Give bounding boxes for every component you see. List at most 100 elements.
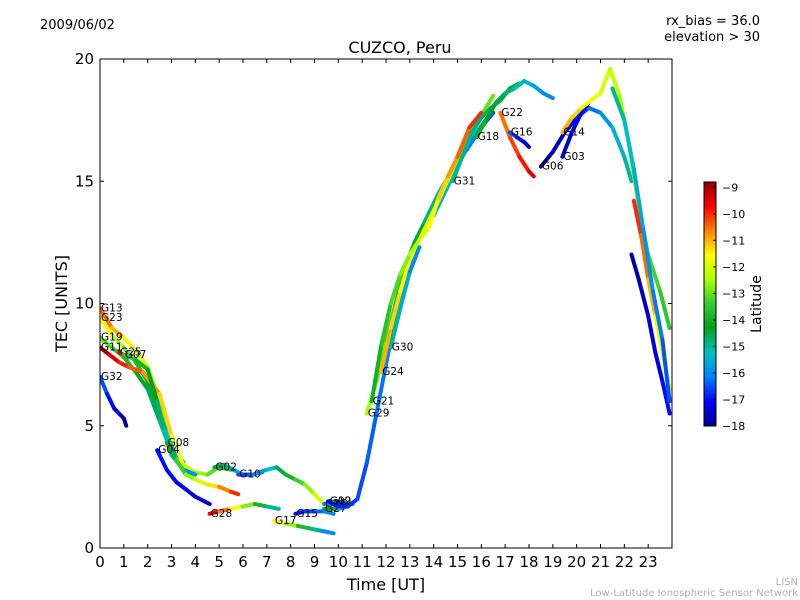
trace-segment — [295, 523, 312, 531]
trace-segment — [641, 228, 655, 294]
trace-segment — [650, 289, 665, 343]
trace-segment — [133, 369, 150, 392]
y-tick-label: 20 — [75, 50, 94, 68]
prn-label: G02 — [215, 461, 237, 473]
trace-segment — [422, 191, 441, 225]
trace-segment — [493, 91, 508, 106]
prn-label: G11 — [101, 342, 123, 354]
footer-lisn: LISN — [775, 577, 798, 588]
trace-segment — [445, 154, 460, 179]
x-tick-label: 22 — [615, 553, 634, 571]
prn-label: G21 — [373, 395, 395, 407]
trace-segment — [133, 347, 150, 370]
colorbar-tick-label: −9 — [722, 181, 738, 194]
series-G04: G04 — [155, 444, 212, 506]
trace-segment — [193, 477, 210, 487]
x-tick-label: 20 — [567, 553, 586, 571]
trace-segment — [121, 352, 138, 362]
footer-network: Low-Latitude Ionospheric Sensor Network — [590, 588, 798, 599]
colorbar-tick-label: −14 — [722, 314, 745, 327]
trace-segment — [579, 98, 593, 110]
trace-segment — [364, 411, 379, 465]
series-trace-29 — [629, 252, 672, 416]
prn-label: G24 — [382, 366, 404, 378]
series-G08: G08 — [164, 437, 241, 497]
trace-segment — [174, 457, 188, 477]
trace-segment — [527, 169, 536, 179]
chart-title: CUZCO, Peru — [348, 38, 452, 57]
trace-segment — [109, 333, 126, 350]
trace-segment — [598, 66, 613, 96]
y-axis-label: TEC [UNITS] — [52, 255, 71, 353]
date-label: 2009/06/02 — [40, 18, 115, 33]
trace-segment — [229, 504, 245, 511]
colorbar-tick-label: −15 — [722, 340, 745, 353]
trace-segment — [379, 301, 393, 348]
colorbar-label: Latitude — [749, 275, 765, 333]
trace-segment — [622, 154, 634, 184]
trace-segment — [164, 467, 179, 484]
x-tick-label: 4 — [191, 553, 201, 571]
trace-segment — [388, 306, 403, 350]
prn-label: G15 — [296, 508, 318, 520]
x-tick-label: 9 — [310, 553, 320, 571]
series-G15: G15 — [293, 508, 336, 520]
trace-segment — [398, 257, 412, 294]
trace-segment — [586, 105, 603, 115]
trace-segment — [229, 489, 241, 497]
colorbar-tick-label: −17 — [722, 393, 745, 406]
trace-segment — [100, 345, 112, 357]
trace-segment — [169, 433, 186, 467]
trace-segment — [507, 135, 522, 159]
y-tick-label: 15 — [75, 172, 94, 190]
trace-segment — [121, 335, 138, 352]
series-G21: G21 — [369, 110, 484, 407]
colorbar-gradient — [703, 181, 717, 427]
colorbar-tick-label: −11 — [722, 234, 745, 247]
trace-segment — [398, 269, 412, 311]
trace-segment — [660, 379, 672, 416]
trace-segment — [407, 237, 422, 257]
trace-segment — [121, 416, 129, 428]
trace-segment — [319, 528, 336, 536]
trace-segment — [560, 130, 574, 159]
trace-segment — [569, 105, 584, 120]
x-tick-label: 21 — [591, 553, 610, 571]
prn-label: G03 — [563, 151, 585, 163]
trace-segment — [522, 140, 531, 150]
trace-segment — [241, 501, 257, 509]
trace-segment — [217, 484, 234, 494]
trace-segment — [388, 272, 403, 306]
x-tick-label: 10 — [329, 553, 348, 571]
prn-label: G16 — [511, 126, 533, 138]
series-G09: G09 — [326, 110, 493, 509]
trace-segment — [109, 325, 126, 340]
trace-segment — [307, 526, 324, 533]
plot-layer: G13G23G19G11G25G07G32G08G04G02G10G28G17G… — [100, 66, 672, 536]
trace-segment — [479, 93, 496, 118]
trace-segment — [274, 465, 288, 477]
trace-segment — [379, 325, 393, 374]
trace-segment — [112, 406, 126, 421]
trace-segment — [598, 110, 615, 130]
x-tick-label: 23 — [639, 553, 658, 571]
series-G22: G22 — [498, 107, 536, 179]
trace-segment — [658, 289, 672, 330]
trace-segment — [205, 482, 222, 489]
x-tick-label: 0 — [95, 553, 105, 571]
prn-label: G28 — [211, 508, 233, 520]
x-tick-label: 19 — [543, 553, 562, 571]
prn-label: G32 — [101, 371, 123, 383]
trace-segment — [202, 499, 212, 506]
x-axis-label: Time [UT] — [346, 575, 425, 594]
trace-segment — [460, 130, 474, 159]
trace-segment — [631, 167, 646, 233]
series-G28: G28 — [207, 501, 281, 520]
trace-segment — [636, 277, 651, 318]
prn-label: G29 — [368, 408, 390, 420]
trace-segment — [164, 440, 179, 462]
trace-segment — [484, 101, 498, 123]
series-G32: G32 — [100, 371, 129, 428]
trace-segment — [538, 149, 555, 169]
trace-segment — [105, 391, 117, 411]
